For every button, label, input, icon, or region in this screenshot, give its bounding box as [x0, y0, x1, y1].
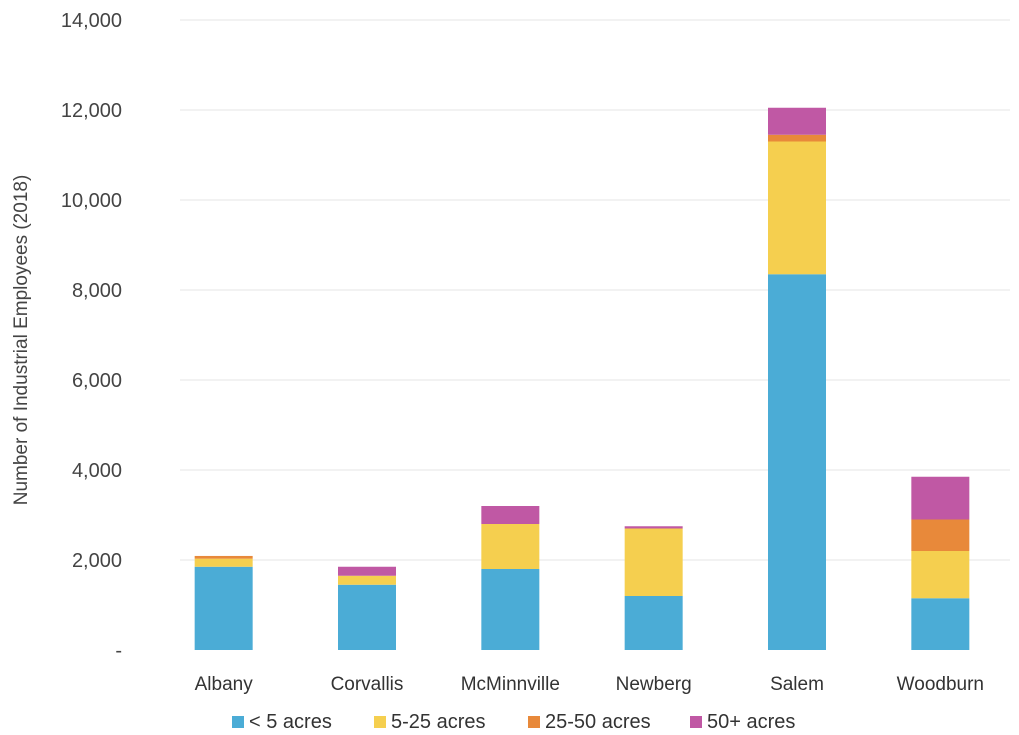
legend-label: < 5 acres [249, 711, 332, 733]
y-tick-label: 4,000 [72, 460, 122, 482]
y-tick-label: - [115, 640, 122, 662]
x-category-label: McMinnville [461, 674, 560, 695]
bar-segment [338, 584, 396, 650]
bar-segment [768, 134, 826, 142]
y-tick-label: 10,000 [61, 190, 122, 212]
legend-swatch [374, 716, 386, 728]
y-tick-label: 6,000 [72, 370, 122, 392]
x-category-label: Woodburn [897, 674, 984, 695]
y-tick-label: 12,000 [61, 100, 122, 122]
x-category-label: Albany [195, 674, 254, 695]
x-category-label: Newberg [616, 674, 692, 695]
x-axis-labels: Albany Corvallis McMinnville Newberg Salem Wo… [195, 674, 984, 695]
bar-segment [768, 107, 826, 135]
bar-segment [768, 141, 826, 275]
y-tick-label: 14,000 [61, 10, 122, 32]
bar-segment [768, 274, 826, 650]
bar-segment [911, 519, 970, 551]
legend-label: 5-25 acres [391, 711, 486, 733]
bar-segment [194, 558, 253, 567]
x-category-label: Corvallis [331, 674, 404, 695]
bar-segment [481, 506, 540, 524]
bar-segment [481, 524, 540, 569]
bar-segment [481, 569, 540, 650]
y-axis-ticks: - 2,000 4,000 6,000 8,000 10,000 12,000 14,000 [61, 10, 122, 662]
bar-segment [194, 566, 253, 650]
bar-segment [911, 551, 970, 599]
legend-swatch [690, 716, 702, 728]
bar-segment [194, 555, 253, 559]
bars [194, 107, 970, 650]
bar-segment [624, 528, 683, 596]
bar-segment [338, 566, 396, 576]
bar-segment [338, 575, 396, 585]
bar-segment [911, 476, 970, 520]
legend-swatch [528, 716, 540, 728]
bar-segment [624, 526, 683, 529]
legend-swatch [232, 716, 244, 728]
x-category-label: Salem [770, 674, 824, 695]
legend-label: 25-50 acres [545, 711, 651, 733]
legend: < 5 acres 5-25 acres 25-50 acres 50+ acres [232, 711, 795, 733]
bar-segment [911, 598, 970, 650]
gridlines [180, 19, 1010, 561]
y-tick-label: 8,000 [72, 280, 122, 302]
y-tick-label: 2,000 [72, 550, 122, 572]
y-axis-title: Number of Industrial Employees (2018) [11, 175, 32, 506]
legend-label: 50+ acres [707, 711, 795, 733]
bar-segment [624, 596, 683, 650]
